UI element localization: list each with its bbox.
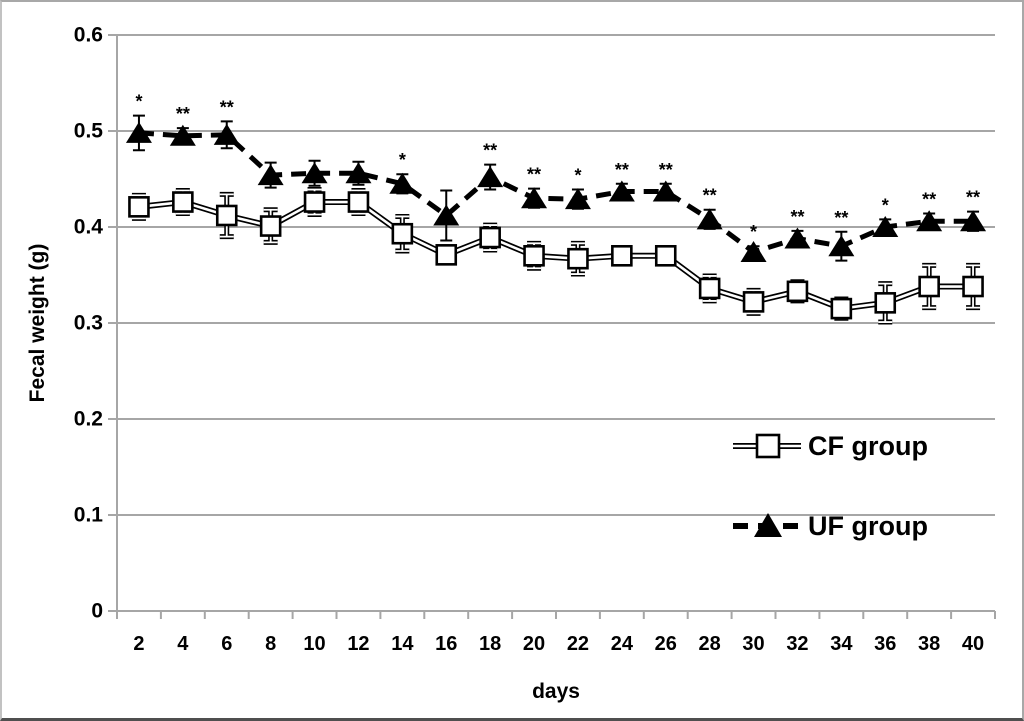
cf-point [874, 292, 897, 314]
significance-star: ** [176, 104, 190, 124]
x-tick-label: 24 [611, 633, 634, 655]
significance-star: ** [966, 188, 980, 208]
cf-point [523, 245, 545, 267]
cf-legend-label: CF group [808, 431, 928, 461]
uf-point [257, 164, 284, 186]
uf-point [608, 180, 635, 202]
uf-point [916, 210, 943, 232]
significance-star: * [574, 166, 581, 186]
cf-point [742, 291, 765, 313]
cf-point [435, 244, 458, 266]
uf-point [521, 187, 548, 209]
y-tick-label: 0.1 [74, 504, 104, 527]
uf-point [564, 188, 591, 210]
cf-point [830, 297, 853, 320]
cf-point [172, 191, 194, 213]
significance-star: * [399, 150, 406, 170]
uf-point [213, 123, 240, 145]
uf-point [301, 162, 328, 184]
x-tick-label: 20 [523, 633, 545, 655]
y-tick-label: 0.6 [74, 24, 103, 47]
x-tick-label: 26 [655, 633, 677, 655]
significance-star: ** [483, 141, 497, 161]
uf-point [960, 210, 987, 232]
x-tick-label: 10 [303, 633, 325, 655]
cf-point [962, 275, 984, 298]
cf-point [347, 191, 370, 213]
significance-star: ** [922, 190, 936, 210]
y-tick-label: 0.5 [74, 120, 104, 143]
uf-point [477, 166, 504, 188]
cf-point [128, 196, 150, 218]
x-axis-title: days [532, 680, 580, 703]
uf-legend-label: UF group [808, 511, 928, 541]
significance-star: ** [220, 97, 234, 117]
uf-point [125, 121, 152, 143]
uf-point [784, 227, 811, 249]
y-tick-label: 0.3 [74, 312, 103, 335]
cf-point [479, 226, 501, 249]
cf-point [918, 275, 940, 298]
legend-item-uf-group: UF group [733, 511, 928, 541]
cf-point [654, 245, 677, 267]
filled-triangle-icon [754, 513, 782, 537]
significance-star: ** [834, 208, 848, 228]
cf-point [391, 222, 414, 245]
cf-point [786, 280, 809, 303]
uf-point [652, 180, 679, 202]
uf-point [389, 172, 416, 194]
cf-point [611, 245, 633, 267]
cf-point [698, 277, 721, 300]
x-tick-label: 6 [221, 633, 232, 655]
significance-stars: *** *** **** * ** ******* *** ** ** [135, 92, 980, 243]
significance-star: ** [703, 186, 717, 206]
x-tick-label: 38 [918, 633, 940, 655]
x-tick-label: 32 [786, 633, 808, 655]
uf-point [740, 240, 767, 262]
significance-star: * [882, 195, 889, 215]
uf-point [872, 216, 899, 237]
significance-star: * [135, 92, 142, 112]
significance-star: ** [659, 160, 673, 180]
cf-group-series [128, 187, 984, 325]
x-tick-label: 36 [874, 633, 896, 655]
x-tick-label: 14 [391, 633, 414, 655]
uf-group-series [125, 114, 987, 262]
uf-point [169, 124, 196, 146]
uf-point [433, 204, 460, 226]
x-tick-label: 40 [962, 633, 984, 655]
x-tick-label: 16 [435, 633, 457, 655]
y-tick-label: 0.4 [74, 216, 104, 239]
x-tick-label: 8 [265, 633, 276, 655]
x-tick-label: 12 [347, 633, 369, 655]
y-tick-label: 0 [91, 600, 103, 623]
legend: CF group UF group [733, 431, 928, 541]
x-tick-label: 30 [742, 633, 764, 655]
cf-point [567, 247, 589, 270]
axes: 00.10.20.30.40.50.62 4 6 8 10 12 14 16 18 20 22 24 2… [74, 24, 996, 655]
x-tick-label: 4 [177, 633, 189, 655]
cf-point [303, 191, 326, 213]
x-tick-label: 28 [699, 633, 721, 655]
significance-star: * [750, 222, 757, 242]
y-tick-label: 0.2 [74, 408, 103, 431]
cf-point [259, 215, 282, 237]
y-axis-title: Fecal weight (g) [26, 244, 49, 403]
open-square-icon [755, 433, 781, 459]
uf-point [345, 162, 372, 184]
significance-star: ** [615, 160, 629, 180]
x-tick-label: 18 [479, 633, 501, 655]
cf-point [215, 204, 238, 227]
legend-item-cf-group: CF group [733, 431, 928, 461]
uf-line [138, 130, 974, 255]
uf-point [696, 208, 723, 230]
significance-star: ** [790, 207, 804, 227]
x-tick-label: 34 [830, 633, 853, 655]
x-tick-label: 2 [133, 633, 144, 655]
x-tick-label: 22 [567, 633, 589, 655]
uf-point [828, 235, 855, 257]
significance-star: ** [527, 165, 541, 185]
